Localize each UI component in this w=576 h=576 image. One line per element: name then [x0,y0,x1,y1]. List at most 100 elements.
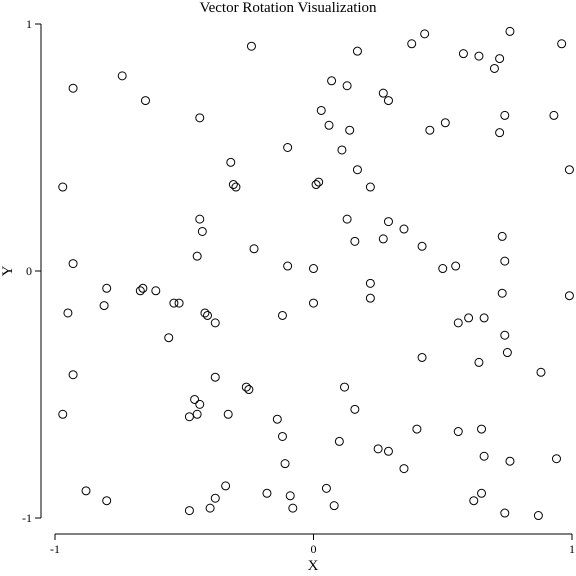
data-point [327,76,337,86]
data-point [474,357,484,367]
data-point [192,251,202,261]
data-point [190,394,200,404]
data-point [500,330,510,340]
data-point [280,459,290,469]
data-point [420,29,430,39]
data-point [184,506,194,516]
data-point [479,313,489,323]
data-point [195,214,205,224]
data-point [378,234,388,244]
data-point [283,261,293,271]
data-point [477,488,487,498]
data-point [417,241,427,251]
data-point [564,165,574,175]
data-point [399,224,409,234]
data-point [407,39,417,49]
data-point [383,217,393,227]
data-point [412,424,422,434]
data-point [68,83,78,93]
data-point [138,283,148,293]
data-point [200,308,210,318]
data-point [210,493,220,503]
data-point [226,157,236,167]
data-point [221,481,231,491]
data-point [342,214,352,224]
data-point [309,298,318,308]
data-point [453,318,463,328]
data-point [58,409,68,419]
data-point [68,370,78,380]
data-point [246,41,256,51]
data-point [324,120,334,130]
data-point [500,110,510,120]
data-point [241,382,251,392]
y-tick-label: 0 [26,264,32,278]
x-tick-label: -1 [50,542,60,556]
data-point [458,49,468,59]
data-point [231,182,241,192]
data-point [383,96,393,106]
data-point [309,264,318,274]
data-point [314,177,324,187]
y-tick-label: -1 [22,511,32,525]
data-point [497,288,507,298]
data-point [495,54,505,64]
data-point [197,226,207,236]
data-point [451,261,461,271]
chart-title: Vector Rotation Visualization [199,0,377,16]
data-point [378,88,388,98]
data-point [244,385,254,395]
data-point [549,110,559,120]
data-point [557,39,567,49]
data-point [350,236,360,246]
data-point [505,456,515,466]
data-point [99,301,109,311]
data-point [283,143,293,152]
data-point [151,286,161,296]
data-point [277,310,287,320]
data-point [342,81,352,91]
data-point [536,367,546,377]
data-point [164,333,174,343]
data-point [288,503,298,513]
data-point [500,508,510,518]
data-point [249,244,259,254]
y-ticks: -1 0 1 [22,17,41,525]
data-point [81,486,91,496]
data-point [58,182,68,192]
data-point [345,125,355,135]
data-point [469,496,479,506]
data-point [102,283,112,293]
data-point [316,105,326,115]
data-point [438,264,448,274]
data-point [262,488,272,498]
data-point [311,180,321,190]
data-point [417,352,427,362]
data-point [135,286,145,296]
data-point [383,446,393,456]
data-point [453,427,463,437]
y-tick-label: 1 [26,17,32,31]
data-point [337,145,347,155]
data-point [184,412,194,422]
data-point [205,503,215,513]
data-point [68,259,78,269]
data-point [228,180,238,190]
data-point [340,382,350,392]
data-point [285,491,295,501]
data-point [102,496,112,506]
data-point [350,404,360,414]
data-point [169,298,179,308]
x-tick-label: 1 [569,542,575,556]
data-point [440,118,450,128]
data-point [505,26,515,36]
data-point [365,278,375,288]
data-point [329,501,339,511]
data-point [223,409,233,419]
data-point [334,436,344,446]
data-point [477,424,487,434]
x-axis-title: X [308,558,319,574]
data-point [489,63,499,73]
